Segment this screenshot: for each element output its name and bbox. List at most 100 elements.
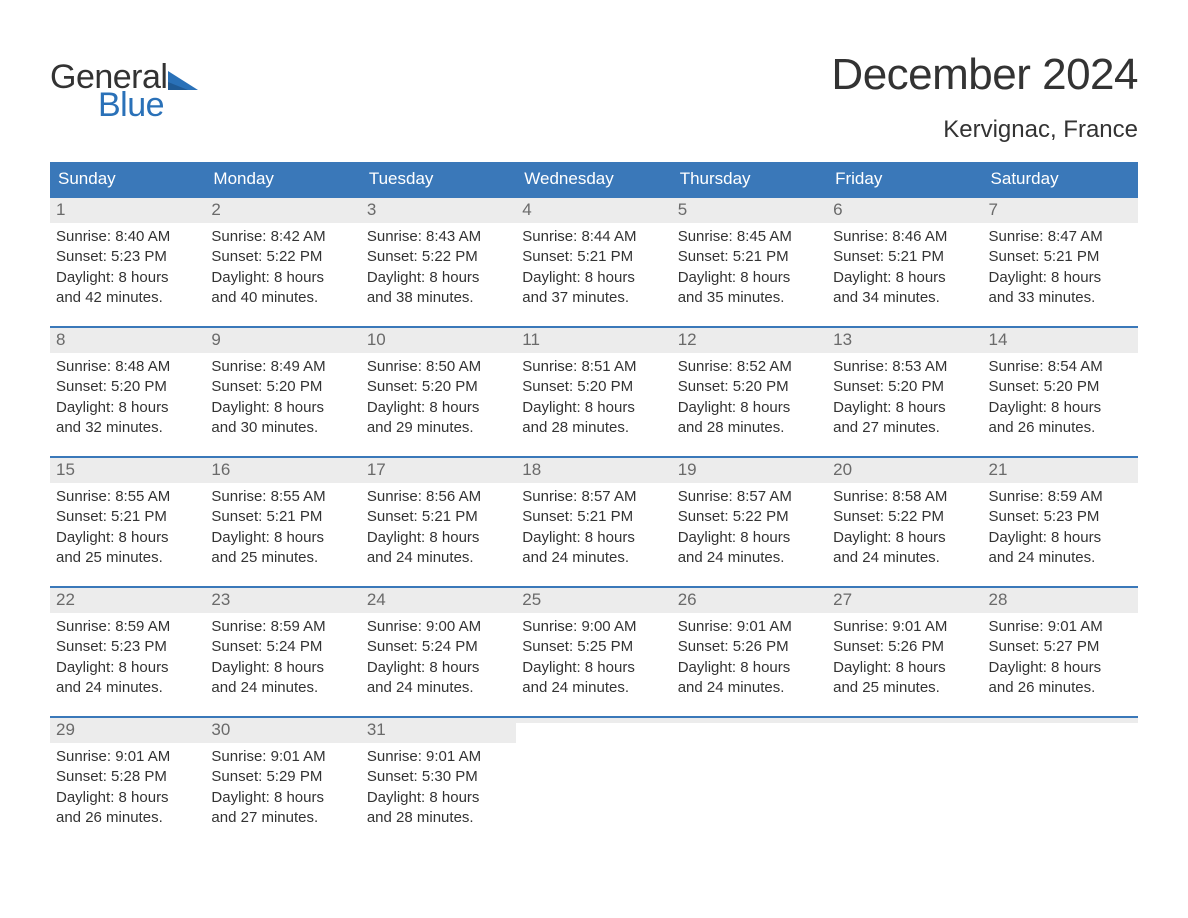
day-number: 16 bbox=[211, 460, 230, 479]
daylight-line-1: Daylight: 8 hours bbox=[678, 658, 821, 678]
sunrise-line: Sunrise: 9:00 AM bbox=[367, 617, 510, 637]
sunrise-line: Sunrise: 8:45 AM bbox=[678, 227, 821, 247]
sunset-line: Sunset: 5:21 PM bbox=[678, 247, 821, 267]
calendar-day: 10Sunrise: 8:50 AMSunset: 5:20 PMDayligh… bbox=[361, 328, 516, 456]
day-details: Sunrise: 9:01 AMSunset: 5:26 PMDaylight:… bbox=[678, 613, 821, 698]
calendar-page: General Blue December 2024 Kervignac, Fr… bbox=[0, 0, 1188, 886]
calendar-day: 7Sunrise: 8:47 AMSunset: 5:21 PMDaylight… bbox=[983, 198, 1138, 326]
sunset-line: Sunset: 5:20 PM bbox=[367, 377, 510, 397]
day-number-row: 22 bbox=[50, 588, 205, 613]
daylight-line-2: and 42 minutes. bbox=[56, 288, 199, 308]
sunrise-line: Sunrise: 8:57 AM bbox=[522, 487, 665, 507]
day-details: Sunrise: 9:01 AMSunset: 5:27 PMDaylight:… bbox=[989, 613, 1132, 698]
sunset-line: Sunset: 5:21 PM bbox=[522, 507, 665, 527]
daylight-line-2: and 37 minutes. bbox=[522, 288, 665, 308]
daylight-line-2: and 35 minutes. bbox=[678, 288, 821, 308]
month-title: December 2024 bbox=[831, 50, 1138, 100]
day-details: Sunrise: 8:40 AMSunset: 5:23 PMDaylight:… bbox=[56, 223, 199, 308]
sunset-line: Sunset: 5:21 PM bbox=[522, 247, 665, 267]
day-number: 25 bbox=[522, 590, 541, 609]
calendar-day: 6Sunrise: 8:46 AMSunset: 5:21 PMDaylight… bbox=[827, 198, 982, 326]
calendar-day: 4Sunrise: 8:44 AMSunset: 5:21 PMDaylight… bbox=[516, 198, 671, 326]
daylight-line-2: and 27 minutes. bbox=[211, 808, 354, 828]
day-number: 19 bbox=[678, 460, 697, 479]
day-number-row bbox=[827, 718, 982, 723]
sunrise-line: Sunrise: 8:51 AM bbox=[522, 357, 665, 377]
calendar-day bbox=[672, 718, 827, 846]
sunrise-line: Sunrise: 8:55 AM bbox=[56, 487, 199, 507]
day-details: Sunrise: 9:01 AMSunset: 5:30 PMDaylight:… bbox=[367, 743, 510, 828]
day-number-row: 5 bbox=[672, 198, 827, 223]
sunset-line: Sunset: 5:20 PM bbox=[989, 377, 1132, 397]
daylight-line-2: and 25 minutes. bbox=[833, 678, 976, 698]
day-details: Sunrise: 9:00 AMSunset: 5:25 PMDaylight:… bbox=[522, 613, 665, 698]
daylight-line-2: and 32 minutes. bbox=[56, 418, 199, 438]
sunset-line: Sunset: 5:21 PM bbox=[833, 247, 976, 267]
day-details: Sunrise: 8:48 AMSunset: 5:20 PMDaylight:… bbox=[56, 353, 199, 438]
calendar-week: 8Sunrise: 8:48 AMSunset: 5:20 PMDaylight… bbox=[50, 326, 1138, 456]
sunrise-line: Sunrise: 8:43 AM bbox=[367, 227, 510, 247]
daylight-line-1: Daylight: 8 hours bbox=[367, 658, 510, 678]
daylight-line-2: and 38 minutes. bbox=[367, 288, 510, 308]
day-number-row: 14 bbox=[983, 328, 1138, 353]
calendar-grid: Sunday Monday Tuesday Wednesday Thursday… bbox=[50, 162, 1138, 846]
daylight-line-2: and 40 minutes. bbox=[211, 288, 354, 308]
day-number: 13 bbox=[833, 330, 852, 349]
brand-logo: General Blue bbox=[50, 60, 198, 122]
day-number: 29 bbox=[56, 720, 75, 739]
day-number: 27 bbox=[833, 590, 852, 609]
calendar-day bbox=[827, 718, 982, 846]
calendar-day: 13Sunrise: 8:53 AMSunset: 5:20 PMDayligh… bbox=[827, 328, 982, 456]
calendar-day: 3Sunrise: 8:43 AMSunset: 5:22 PMDaylight… bbox=[361, 198, 516, 326]
sunrise-line: Sunrise: 9:01 AM bbox=[989, 617, 1132, 637]
sunrise-line: Sunrise: 9:01 AM bbox=[56, 747, 199, 767]
day-number-row: 20 bbox=[827, 458, 982, 483]
daylight-line-2: and 24 minutes. bbox=[678, 548, 821, 568]
daylight-line-1: Daylight: 8 hours bbox=[522, 528, 665, 548]
day-details: Sunrise: 9:01 AMSunset: 5:29 PMDaylight:… bbox=[211, 743, 354, 828]
calendar-day: 16Sunrise: 8:55 AMSunset: 5:21 PMDayligh… bbox=[205, 458, 360, 586]
sunrise-line: Sunrise: 8:55 AM bbox=[211, 487, 354, 507]
sunrise-line: Sunrise: 8:56 AM bbox=[367, 487, 510, 507]
sunrise-line: Sunrise: 9:01 AM bbox=[833, 617, 976, 637]
sunset-line: Sunset: 5:21 PM bbox=[211, 507, 354, 527]
daylight-line-2: and 24 minutes. bbox=[56, 678, 199, 698]
calendar-day: 11Sunrise: 8:51 AMSunset: 5:20 PMDayligh… bbox=[516, 328, 671, 456]
daylight-line-2: and 25 minutes. bbox=[56, 548, 199, 568]
sunrise-line: Sunrise: 8:54 AM bbox=[989, 357, 1132, 377]
calendar-day: 24Sunrise: 9:00 AMSunset: 5:24 PMDayligh… bbox=[361, 588, 516, 716]
day-number-row: 17 bbox=[361, 458, 516, 483]
sunset-line: Sunset: 5:28 PM bbox=[56, 767, 199, 787]
calendar-day: 19Sunrise: 8:57 AMSunset: 5:22 PMDayligh… bbox=[672, 458, 827, 586]
day-number: 24 bbox=[367, 590, 386, 609]
calendar-day: 22Sunrise: 8:59 AMSunset: 5:23 PMDayligh… bbox=[50, 588, 205, 716]
day-number: 31 bbox=[367, 720, 386, 739]
day-details: Sunrise: 8:50 AMSunset: 5:20 PMDaylight:… bbox=[367, 353, 510, 438]
daylight-line-1: Daylight: 8 hours bbox=[56, 788, 199, 808]
day-details: Sunrise: 8:54 AMSunset: 5:20 PMDaylight:… bbox=[989, 353, 1132, 438]
sunrise-line: Sunrise: 9:01 AM bbox=[678, 617, 821, 637]
day-number-row: 23 bbox=[205, 588, 360, 613]
dow-sunday: Sunday bbox=[50, 162, 205, 196]
daylight-line-1: Daylight: 8 hours bbox=[211, 268, 354, 288]
day-number-row bbox=[516, 718, 671, 723]
day-details: Sunrise: 8:56 AMSunset: 5:21 PMDaylight:… bbox=[367, 483, 510, 568]
sunrise-line: Sunrise: 8:58 AM bbox=[833, 487, 976, 507]
title-block: December 2024 Kervignac, France bbox=[831, 50, 1138, 144]
calendar-day: 14 Sunrise: 8:54 AMSunset: 5:20 PMDayligh… bbox=[983, 328, 1138, 456]
sunset-line: Sunset: 5:26 PM bbox=[678, 637, 821, 657]
daylight-line-1: Daylight: 8 hours bbox=[56, 528, 199, 548]
calendar-day: 8Sunrise: 8:48 AMSunset: 5:20 PMDaylight… bbox=[50, 328, 205, 456]
sunrise-line: Sunrise: 8:59 AM bbox=[211, 617, 354, 637]
sunset-line: Sunset: 5:23 PM bbox=[56, 247, 199, 267]
day-number: 7 bbox=[989, 200, 998, 219]
calendar-day: 12Sunrise: 8:52 AMSunset: 5:20 PMDayligh… bbox=[672, 328, 827, 456]
day-details: Sunrise: 8:43 AMSunset: 5:22 PMDaylight:… bbox=[367, 223, 510, 308]
day-number: 23 bbox=[211, 590, 230, 609]
day-number-row: 7 bbox=[983, 198, 1138, 223]
day-number: 14 bbox=[989, 330, 1008, 349]
sunrise-line: Sunrise: 8:53 AM bbox=[833, 357, 976, 377]
daylight-line-2: and 26 minutes. bbox=[56, 808, 199, 828]
daylight-line-1: Daylight: 8 hours bbox=[56, 658, 199, 678]
daylight-line-1: Daylight: 8 hours bbox=[367, 788, 510, 808]
